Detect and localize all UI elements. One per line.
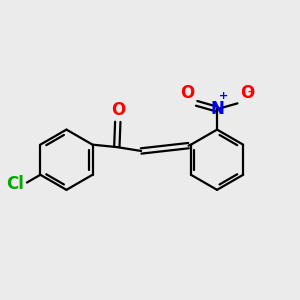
Text: +: + xyxy=(219,92,229,101)
Text: O: O xyxy=(240,84,254,102)
Text: O: O xyxy=(111,101,125,119)
Text: -: - xyxy=(248,87,252,97)
Text: N: N xyxy=(210,100,224,118)
Text: O: O xyxy=(180,84,194,102)
Text: Cl: Cl xyxy=(7,175,24,193)
